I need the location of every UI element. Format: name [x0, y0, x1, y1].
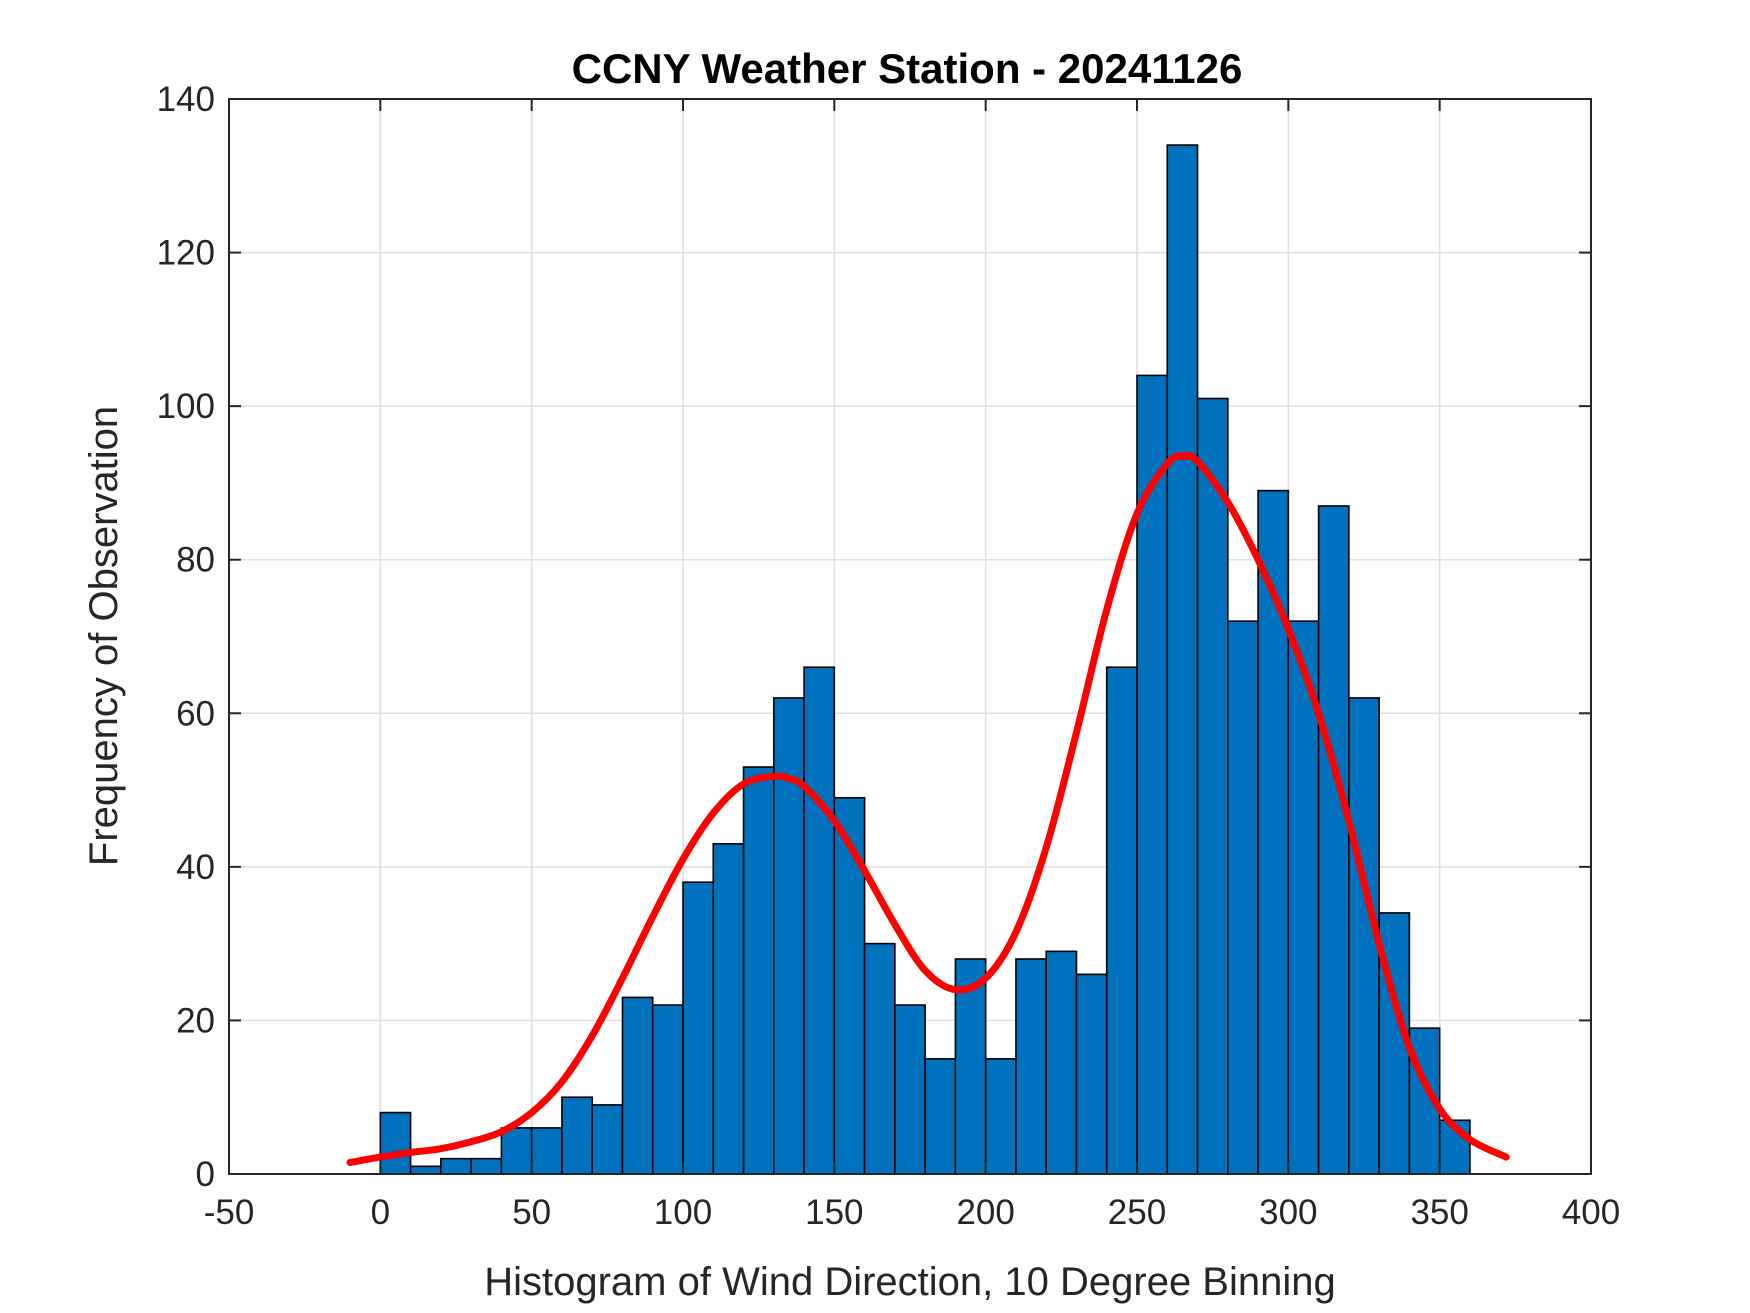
x-tick-label: 200 [956, 1193, 1014, 1232]
x-tick-label: 0 [371, 1193, 390, 1232]
histogram-bar [409, 1165, 442, 1175]
y-axis-label: Frequency of Observation [82, 406, 126, 866]
x-tick-label: 400 [1562, 1193, 1620, 1232]
histogram-bar [712, 843, 745, 1175]
histogram-bar [863, 942, 896, 1175]
histogram-bar [1105, 666, 1138, 1175]
x-tick-label: 50 [512, 1193, 551, 1232]
histogram-bar [621, 996, 654, 1175]
histogram-bar [833, 796, 866, 1175]
histogram-bar [772, 697, 805, 1175]
ticks: -50 0 50 100 150 200 250 300 350 4000204060801001… [157, 80, 1621, 1232]
histogram-bar [591, 1104, 624, 1175]
histogram-bar [1075, 973, 1108, 1175]
fit-curve [346, 452, 1510, 1166]
histogram-bar [500, 1127, 533, 1175]
histogram-bar [803, 666, 836, 1175]
histogram-bar [1196, 397, 1229, 1175]
histogram-bar [1015, 958, 1048, 1175]
y-tick-label: 40 [176, 848, 215, 887]
histogram-bar [682, 881, 715, 1175]
y-tick-label: 100 [157, 387, 215, 426]
axes-box [228, 98, 1592, 1175]
histogram-bar [1136, 374, 1169, 1175]
y-tick-label: 120 [157, 234, 215, 273]
x-tick-label: 350 [1410, 1193, 1468, 1232]
y-tick-label: 20 [176, 1001, 215, 1040]
histogram-bar [894, 1004, 926, 1175]
histogram-bar [1227, 620, 1259, 1175]
histogram-bar [561, 1096, 594, 1175]
y-tick-label: 140 [157, 80, 215, 119]
histogram-bar [742, 766, 775, 1175]
histogram-bar [470, 1157, 503, 1175]
histogram-bar [1045, 950, 1078, 1175]
histogram-bar [1317, 505, 1350, 1175]
x-tick-label: 150 [805, 1193, 863, 1232]
x-tick-label: -50 [204, 1193, 255, 1232]
histogram-bar [984, 1058, 1017, 1175]
histogram-bar [651, 1004, 684, 1175]
bars [379, 144, 1471, 1175]
x-tick-label: 250 [1108, 1193, 1166, 1232]
y-tick-label: 80 [176, 541, 215, 580]
histogram-bar [379, 1111, 412, 1175]
histogram-bar [530, 1127, 563, 1175]
histogram-bar [1166, 144, 1199, 1175]
y-tick-label: 0 [196, 1155, 215, 1194]
x-tick-label: 100 [654, 1193, 712, 1232]
fit-curve-layer [346, 452, 1510, 1166]
x-tick-label: 300 [1259, 1193, 1317, 1232]
x-axis-label: Histogram of Wind Direction, 10 Degree B… [484, 1260, 1336, 1304]
histogram-bar [1257, 489, 1290, 1175]
histogram-bar [924, 1058, 957, 1175]
chart-title: CCNY Weather Station - 20241126 [572, 45, 1243, 92]
histogram-bar [440, 1157, 472, 1175]
y-tick-label: 60 [176, 694, 215, 733]
